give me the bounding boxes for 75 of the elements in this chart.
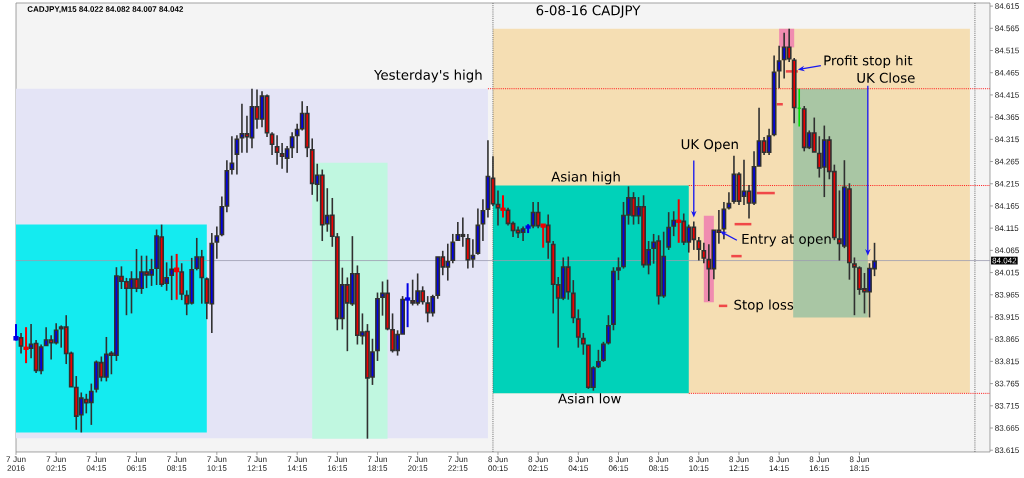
annotation: UK Open	[681, 139, 738, 152]
candlestick	[53, 322, 59, 346]
y-tick-label: 83.865	[995, 336, 1019, 343]
x-tick-label: 8 Jun 04:15	[568, 456, 588, 471]
x-tick-label: 7 Jun 18:15	[367, 456, 388, 471]
x-tick-label: 8 Jun 18:15	[849, 456, 870, 471]
annotation: Entry at open	[742, 234, 831, 247]
candlestick	[304, 105, 310, 158]
y-tick-label: 83.815	[995, 358, 1019, 365]
candlestick	[701, 242, 707, 265]
candlestick	[475, 207, 481, 256]
y-tick-label: 84.315	[995, 136, 1019, 143]
x-tick-label: 8 Jun 00:15	[488, 456, 508, 471]
candlestick	[13, 323, 19, 341]
candlestick	[545, 213, 551, 260]
candlestick	[565, 255, 571, 301]
candlestick	[284, 145, 290, 174]
x-tick-label: 8 Jun 16:15	[809, 456, 829, 471]
y-tick-label: 84.465	[995, 69, 1019, 76]
candlestick	[465, 233, 471, 270]
x-tick-label: 8 Jun 14:15	[769, 456, 789, 471]
x-tick-label: 7 Jun 02:15	[46, 456, 66, 471]
x-tick-label: 7 Jun 08:15	[166, 456, 187, 471]
y-tick-label: 84.265	[995, 158, 1019, 165]
y-tick-label: 83.765	[995, 380, 1019, 387]
y-tick-label: 83.715	[995, 402, 1019, 409]
y-tick-label: 83.665	[995, 425, 1019, 431]
annotation: Asian low	[558, 393, 621, 404]
candlestick	[696, 236, 702, 262]
chart-title: 6-08-16 CADJPY	[536, 5, 641, 18]
annotation: UK Close	[857, 72, 915, 83]
candlestick	[38, 343, 44, 376]
x-tick-label: 8 Jun 10:15	[689, 456, 709, 471]
y-tick-label: 84.215	[995, 180, 1019, 187]
candlestick	[811, 116, 817, 153]
annotation: Profit stop hit	[824, 55, 913, 69]
annotation: CADJPY,M15 84.022 84.082 84.007 84.042	[27, 6, 184, 14]
x-tick-label: 7 Jun 14:15	[287, 456, 307, 471]
y-tick-label: 84.115	[995, 225, 1019, 231]
x-tick-label: 8 Jun 12:15	[729, 456, 749, 471]
x-tick-label: 8 Jun 06:15	[608, 456, 629, 471]
x-tick-label: 7 Jun 10:15	[207, 456, 227, 471]
y-tick-label: 84.415	[995, 92, 1019, 98]
x-tick-label: 8 Jun 02:15	[528, 456, 548, 471]
candlestick	[229, 135, 235, 176]
x-tick-label: 7 Jun 20:15	[408, 456, 428, 471]
y-tick-label: 83.915	[995, 314, 1019, 320]
candlestick	[796, 87, 802, 128]
y-tick-label: 83.615	[995, 447, 1019, 454]
y-tick-label: 84.165	[995, 203, 1019, 209]
y-tick-label: 84.565	[995, 25, 1019, 32]
x-tick-label: 8 Jun 08:15	[648, 456, 669, 471]
candlestick	[435, 256, 441, 300]
y-tick-label: 84.365	[995, 114, 1019, 120]
x-tick-label: 7 Jun 16:15	[327, 456, 348, 471]
y-tick-label: 84.065	[995, 247, 1019, 254]
candlestick	[23, 326, 29, 365]
candlestick	[766, 127, 772, 156]
annotation: Asian high	[551, 171, 620, 185]
candlestick	[786, 27, 792, 63]
series-label: Yesterday's high	[374, 69, 482, 83]
y-tick-label: 84.515	[995, 47, 1019, 54]
candlestick	[289, 131, 295, 159]
y-tick-label: 84.015	[995, 269, 1019, 276]
candlestick	[455, 221, 461, 242]
annotation: Stop loss	[734, 299, 794, 313]
candlestick	[450, 233, 456, 265]
x-tick-label: 7 Jun 22:15	[448, 456, 468, 471]
x-tick-label: 7 Jun 2016	[6, 456, 26, 471]
y-tick-label: 83.965	[995, 291, 1019, 298]
x-tick-label: 7 Jun 04:15	[86, 456, 107, 471]
ref-line-label: 84.042	[992, 257, 1017, 264]
y-tick-label: 84.615	[995, 3, 1019, 9]
x-tick-label: 7 Jun 12:15	[247, 456, 267, 471]
x-tick-label: 7 Jun 06:15	[126, 456, 147, 471]
